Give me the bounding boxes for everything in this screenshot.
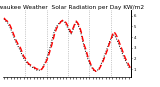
Title: Milwaukee Weather  Solar Radiation per Day KW/m2: Milwaukee Weather Solar Radiation per Da…: [0, 5, 144, 10]
